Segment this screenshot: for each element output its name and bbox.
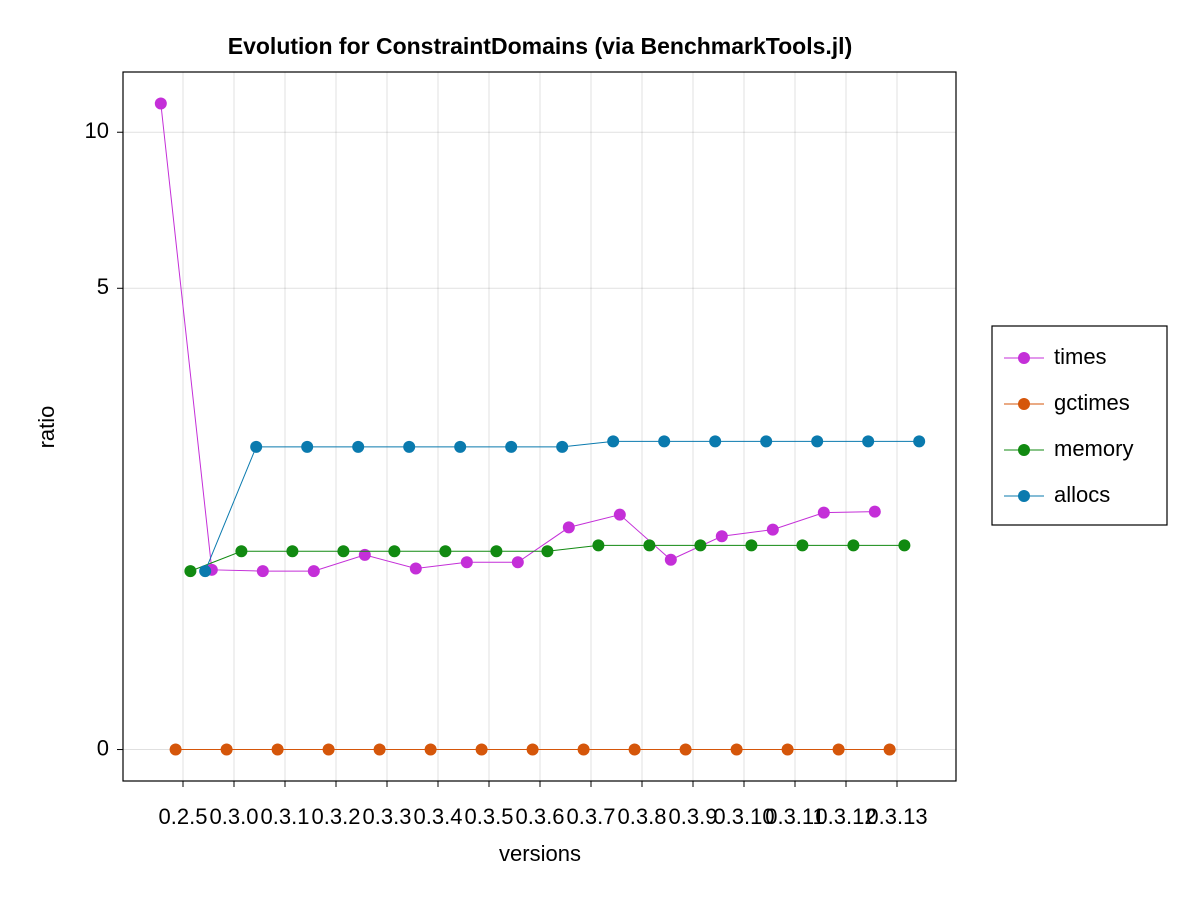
x-tick-label: 0.3.2 [312,804,361,829]
legend-marker [1018,352,1030,364]
data-point [220,743,233,756]
legend-marker [1018,444,1030,456]
data-point [301,440,314,453]
data-point [286,545,299,558]
data-point [358,548,371,561]
x-tick-label: 0.3.5 [465,804,514,829]
data-point [475,743,488,756]
data-point [658,435,671,448]
x-tick-label: 0.3.8 [618,804,667,829]
data-point [154,97,167,110]
data-point [460,556,473,569]
data-point [352,440,365,453]
data-point [766,523,779,536]
x-tick-label: 0.3.9 [669,804,718,829]
data-point [541,545,554,558]
data-point [526,743,539,756]
data-point [709,435,722,448]
data-point [679,743,692,756]
y-tick-label: 10 [85,118,109,143]
plot-frame [122,71,957,782]
chart-title: Evolution for ConstraintDomains (via Ben… [228,33,852,59]
legend-label: memory [1054,436,1133,461]
x-tick-label: 0.3.12 [815,804,876,829]
data-point [562,521,575,534]
x-tick-label: 0.3.0 [210,804,259,829]
x-tick-label: 0.3.4 [414,804,463,829]
legend-label: allocs [1054,482,1110,507]
data-point [373,743,386,756]
data-point [862,435,875,448]
data-point [592,539,605,552]
legend-label: gctimes [1054,390,1130,415]
x-tick-label: 0.3.13 [866,804,927,829]
y-axis-label: ratio [34,406,59,449]
data-point [424,743,437,756]
legend-label: times [1054,344,1107,369]
data-point [322,743,335,756]
data-point [730,743,743,756]
data-point [271,743,284,756]
legend-marker [1018,398,1030,410]
data-point [250,440,263,453]
data-point [913,435,926,448]
data-point [898,539,911,552]
data-point [505,440,518,453]
x-axis-label: versions [499,841,581,866]
y-tick-label: 0 [97,735,109,760]
legend-marker [1018,490,1030,502]
data-point [811,435,824,448]
data-point [307,565,320,578]
data-point [511,556,524,569]
data-point [235,545,248,558]
data-point [337,545,350,558]
data-point [796,539,809,552]
data-point [403,440,416,453]
data-point [715,530,728,543]
x-tick-label: 0.3.6 [516,804,565,829]
x-tick-label: 0.3.1 [261,804,310,829]
x-tick-label: 0.2.5 [159,804,208,829]
data-point [613,508,626,521]
data-point [628,743,641,756]
data-point [664,553,677,566]
data-point [556,440,569,453]
data-point [409,562,422,575]
data-point [577,743,590,756]
data-point [256,565,269,578]
y-tick-label: 5 [97,274,109,299]
data-point [184,565,197,578]
data-point [832,743,845,756]
data-point [847,539,860,552]
data-point [439,545,452,558]
data-point [817,506,830,519]
series-line [160,103,875,572]
data-point [694,539,707,552]
x-tick-label: 0.3.7 [567,804,616,829]
data-point [607,435,620,448]
x-tick-label: 0.3.11 [765,804,825,829]
x-tick-label: 0.3.10 [713,804,774,829]
data-point [745,539,758,552]
data-point [781,743,794,756]
data-point [760,435,773,448]
data-point [643,539,656,552]
data-point [868,505,881,518]
data-point [199,565,212,578]
data-point [490,545,503,558]
data-point [388,545,401,558]
data-point [169,743,182,756]
data-point [883,743,896,756]
data-point [454,440,467,453]
x-tick-label: 0.3.3 [363,804,412,829]
